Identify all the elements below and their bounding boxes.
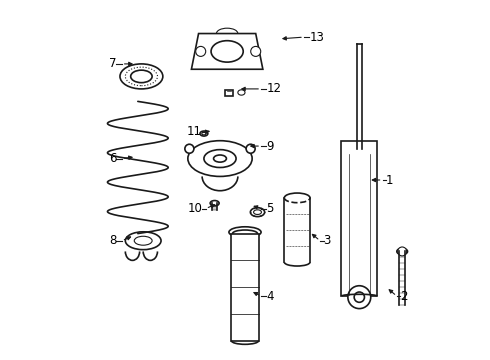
Circle shape: [185, 144, 194, 153]
Text: 12: 12: [267, 82, 281, 95]
Bar: [224, 90, 233, 96]
Ellipse shape: [200, 131, 208, 136]
Circle shape: [246, 144, 255, 153]
Ellipse shape: [229, 227, 261, 238]
Circle shape: [398, 247, 407, 256]
Ellipse shape: [238, 90, 245, 95]
Text: 10: 10: [187, 202, 202, 215]
Ellipse shape: [131, 70, 152, 83]
Bar: [231, 234, 259, 341]
Text: 9: 9: [267, 140, 274, 153]
Circle shape: [348, 286, 371, 309]
Text: 3: 3: [323, 234, 331, 247]
Ellipse shape: [250, 208, 265, 217]
Text: 4: 4: [267, 289, 274, 303]
Circle shape: [251, 46, 261, 57]
Text: 7: 7: [109, 57, 117, 71]
Ellipse shape: [120, 64, 163, 89]
Ellipse shape: [397, 248, 408, 255]
Ellipse shape: [188, 141, 252, 176]
Text: 13: 13: [309, 31, 324, 44]
Text: 5: 5: [267, 202, 274, 215]
Text: 11: 11: [187, 125, 202, 138]
Ellipse shape: [134, 236, 152, 245]
Ellipse shape: [204, 150, 236, 167]
Bar: [344, 149, 374, 152]
Ellipse shape: [211, 41, 243, 62]
Circle shape: [354, 292, 365, 302]
Text: 8: 8: [109, 234, 117, 247]
Circle shape: [196, 46, 206, 57]
Text: 1: 1: [386, 174, 393, 186]
Polygon shape: [192, 33, 263, 69]
Ellipse shape: [232, 230, 258, 237]
Bar: [342, 141, 377, 296]
Text: 6: 6: [109, 152, 117, 165]
Ellipse shape: [125, 232, 161, 249]
Ellipse shape: [253, 210, 262, 215]
Ellipse shape: [214, 155, 226, 162]
Ellipse shape: [202, 132, 206, 135]
Text: 2: 2: [400, 289, 408, 303]
Ellipse shape: [210, 201, 219, 206]
